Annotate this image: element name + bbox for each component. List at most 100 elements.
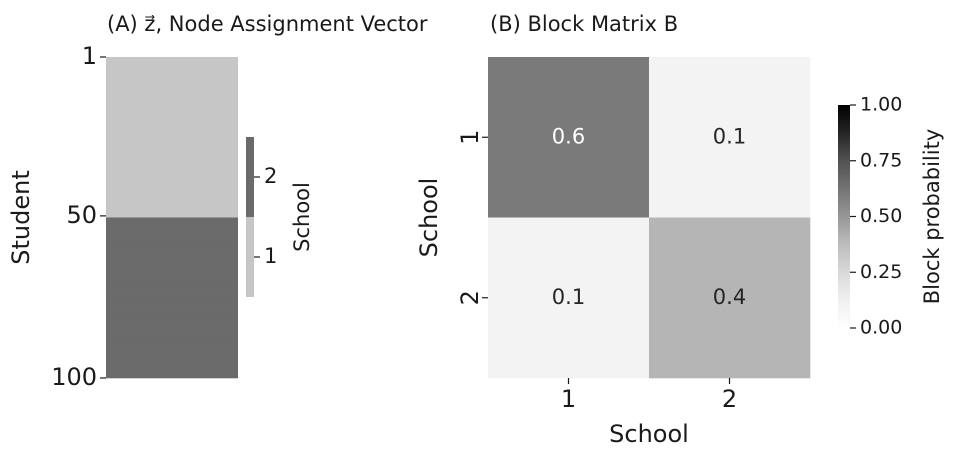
cell (106, 342, 238, 347)
cell (106, 85, 238, 90)
cell (106, 198, 238, 202)
y-tick-label: 1 (82, 42, 97, 70)
colorbar (838, 105, 850, 328)
cell-label: 0.6 (552, 124, 585, 148)
cell (106, 265, 238, 270)
cell (106, 166, 238, 170)
cell (106, 262, 238, 266)
cell-label: 0.1 (713, 124, 746, 148)
cell (106, 259, 238, 263)
cell (106, 281, 238, 286)
y-tick-label: 2 (456, 290, 484, 305)
cell (106, 243, 238, 247)
cell (106, 140, 238, 144)
cell (106, 214, 238, 218)
cell (106, 178, 238, 183)
colorbar-segment (246, 217, 254, 297)
cell (106, 108, 238, 112)
cell (106, 66, 238, 71)
cell (106, 82, 238, 87)
cell (106, 252, 238, 257)
cell (106, 355, 238, 360)
cell (106, 297, 238, 302)
cell (106, 352, 238, 356)
cell (106, 268, 238, 273)
cell (106, 361, 238, 366)
cell (106, 146, 238, 151)
cell (106, 191, 238, 196)
colorbar-label: Block probability (920, 129, 944, 305)
cell (106, 63, 238, 67)
cell (106, 339, 238, 343)
cell (106, 101, 238, 106)
cell (106, 130, 238, 135)
cell-label: 0.4 (713, 285, 746, 309)
cell (106, 358, 238, 363)
cell (649, 57, 811, 218)
cell (106, 195, 238, 199)
cell (106, 60, 238, 64)
cell (106, 137, 238, 141)
x-tick-label: 2 (722, 385, 737, 413)
cell (106, 313, 238, 318)
cell (106, 175, 238, 180)
cell (106, 317, 238, 321)
colorbar-label: School (290, 182, 314, 252)
cell (106, 117, 238, 122)
cell (106, 230, 238, 234)
cell (106, 185, 238, 189)
cell (106, 368, 238, 372)
colorbar-tick-label: 0.50 (860, 205, 902, 227)
cell (649, 217, 811, 379)
cell (106, 329, 238, 334)
cell (106, 98, 238, 103)
cell (106, 204, 238, 209)
cell (106, 310, 238, 315)
cell (106, 227, 238, 231)
cell (488, 217, 650, 379)
cell (106, 182, 238, 186)
colorbar-tick-label: 0.00 (860, 317, 902, 339)
cell (106, 294, 238, 299)
cell (106, 57, 238, 61)
cell (106, 201, 238, 205)
chart-title: (B) Block Matrix B (490, 12, 678, 36)
y-axis-label: School (415, 178, 443, 258)
cell (106, 127, 238, 132)
cell (106, 159, 238, 164)
x-tick-label: 1 (561, 385, 576, 413)
colorbar-tick-label: 1 (264, 244, 277, 268)
cell (106, 134, 238, 138)
cell (106, 371, 238, 376)
cell (106, 275, 238, 279)
cell (106, 233, 238, 238)
cell (106, 300, 238, 305)
cell (106, 220, 238, 225)
colorbar-segment (246, 137, 254, 217)
cell (106, 73, 238, 77)
cell (106, 278, 238, 282)
cell (106, 345, 238, 350)
y-tick-label: 1 (456, 130, 484, 145)
cell (106, 114, 238, 119)
cell (106, 156, 238, 161)
colorbar-tick-label: 2 (264, 164, 277, 188)
cell (106, 92, 238, 96)
cell (106, 89, 238, 93)
cell (106, 153, 238, 157)
cell (106, 217, 238, 222)
chart-title: (A) z⃗, Node Assignment Vector (107, 12, 428, 36)
cell (106, 188, 238, 193)
cell (106, 223, 238, 228)
cell (106, 246, 238, 250)
cell (106, 207, 238, 212)
colorbar-tick-label: 1.00 (860, 94, 902, 116)
cell (106, 323, 238, 327)
cell (106, 333, 238, 337)
cell (106, 239, 238, 244)
cell (106, 374, 238, 379)
cell (106, 111, 238, 116)
y-tick-label: 100 (51, 363, 97, 391)
cell (106, 121, 238, 125)
